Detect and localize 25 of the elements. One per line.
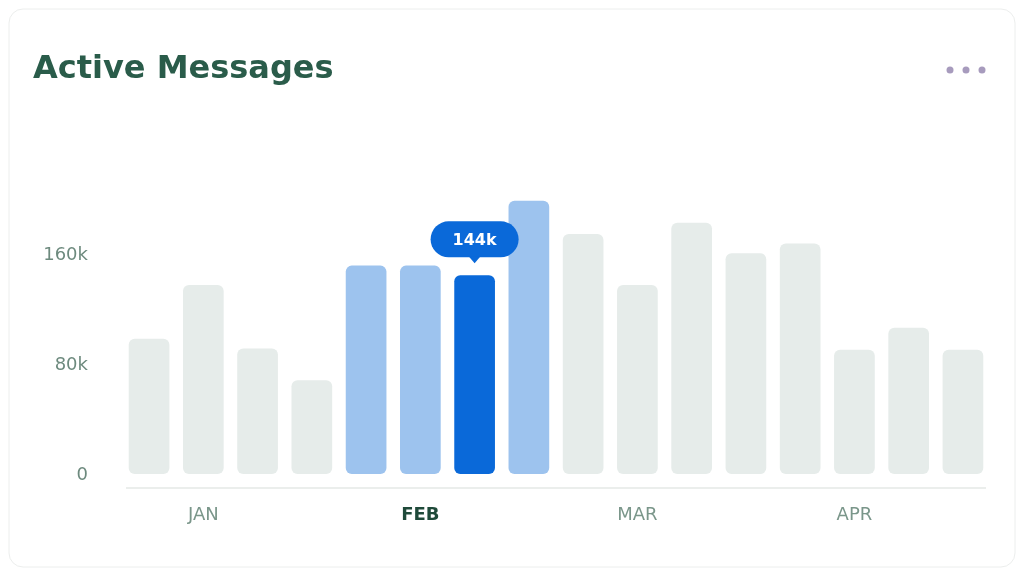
x-tick-label: APR	[836, 503, 873, 524]
bar	[345, 265, 387, 474]
bar	[454, 275, 495, 474]
bar	[942, 349, 984, 474]
bar	[562, 233, 604, 474]
y-tick-label: 160k	[43, 242, 89, 264]
bar	[237, 348, 278, 474]
bar	[508, 200, 550, 474]
x-tick-label: MAR	[617, 503, 658, 524]
x-tick-label: FEB	[401, 503, 440, 524]
chart-title: Active Messages	[33, 48, 334, 86]
bar	[888, 327, 930, 474]
data-label: 144k	[452, 230, 497, 250]
bar	[617, 284, 658, 474]
bar	[671, 222, 712, 474]
bar	[291, 380, 333, 474]
bar	[400, 265, 441, 474]
bar	[725, 253, 767, 474]
y-tick-label: 80k	[54, 352, 89, 374]
bar	[834, 349, 875, 474]
bar	[128, 338, 170, 474]
bar	[779, 243, 821, 474]
x-tick-label: JAN	[186, 503, 219, 524]
y-tick-label: 0	[76, 463, 88, 485]
bar	[182, 284, 224, 474]
